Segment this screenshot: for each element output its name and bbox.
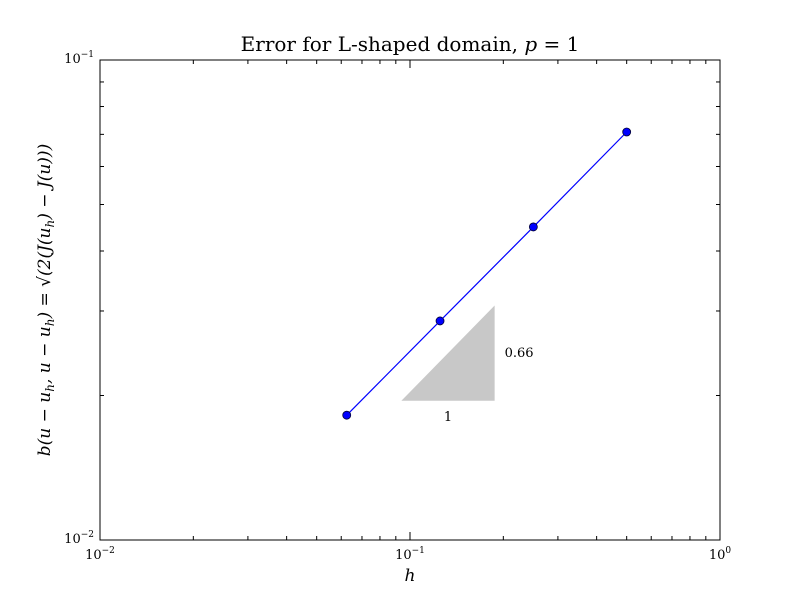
- y-axis-label: b(u − uh, u − uh) = √(2(J(uh) − J(u))): [35, 144, 57, 456]
- data-point: [622, 127, 632, 137]
- series-line: [346, 131, 628, 416]
- y-tick-label: 10−1: [64, 50, 94, 67]
- y-label-mid2: ) = √(2(J(u: [35, 228, 55, 320]
- slope-triangle: [401, 305, 495, 401]
- slope-rise-label: 0.66: [505, 346, 534, 361]
- chart-title: Error for L-shaped domain, p = 1: [241, 32, 580, 56]
- y-label-sub1: h: [43, 384, 57, 392]
- data-point: [435, 316, 445, 326]
- x-tick-label: 100: [709, 546, 732, 563]
- data-point: [342, 410, 352, 420]
- x-tick-label: 10−1: [395, 546, 425, 563]
- series-group: [342, 127, 632, 420]
- tick-group: [99, 59, 721, 541]
- slope-run-label: 1: [444, 410, 452, 425]
- tick-label-base: 10: [85, 548, 102, 563]
- chart-title-p: p: [524, 32, 537, 56]
- tick-label-exponent: −1: [412, 546, 425, 556]
- y-label-sub3: h: [43, 220, 57, 228]
- chart-title-eq: = 1: [537, 32, 579, 56]
- chart-title-text: Error for L-shaped domain,: [241, 32, 525, 56]
- tick-label-exponent: 0: [725, 546, 731, 556]
- x-tick-label: 10−2: [85, 546, 115, 563]
- y-label-b: b(u − u: [35, 392, 55, 456]
- y-tick-label: 10−2: [64, 530, 94, 547]
- tick-label-exponent: −1: [81, 50, 94, 60]
- tick-label-base: 10: [64, 532, 81, 547]
- data-point: [528, 222, 538, 232]
- tick-label-base: 10: [64, 52, 81, 67]
- tick-label-exponent: −2: [102, 546, 115, 556]
- y-label-sub2: h: [43, 319, 57, 327]
- tick-label-base: 10: [395, 548, 412, 563]
- y-label-mid1: , u − u: [35, 326, 55, 384]
- x-axis-label: h: [405, 566, 416, 586]
- y-label-end: ) − J(u))): [35, 144, 55, 221]
- tick-label-base: 10: [709, 548, 726, 563]
- tick-label-exponent: −2: [81, 530, 94, 540]
